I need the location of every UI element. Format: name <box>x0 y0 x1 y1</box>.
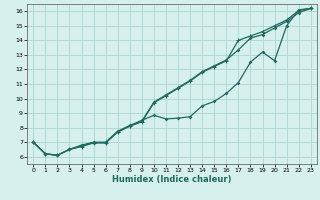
X-axis label: Humidex (Indice chaleur): Humidex (Indice chaleur) <box>112 175 232 184</box>
